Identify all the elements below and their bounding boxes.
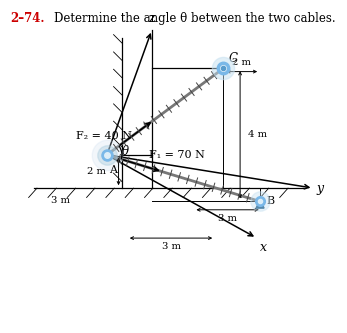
Text: B: B [266,196,274,206]
Text: C: C [228,52,237,65]
Text: 3 m: 3 m [162,242,181,251]
Text: F₂ = 40 N: F₂ = 40 N [76,131,132,141]
Text: x: x [260,241,267,254]
Text: A: A [109,165,117,175]
Text: 4 m: 4 m [248,130,268,140]
Text: z: z [149,12,155,25]
Text: 2–74.: 2–74. [10,12,45,25]
Text: θ: θ [121,145,128,158]
Text: 2 m: 2 m [87,167,107,176]
Text: 3 m: 3 m [218,214,237,223]
Text: F₁ = 70 N: F₁ = 70 N [149,150,205,160]
Text: 3 m: 3 m [51,196,70,205]
Text: 2 m: 2 m [232,58,251,67]
Polygon shape [256,200,264,208]
Text: y: y [317,181,324,195]
Text: Determine the angle θ between the two cables.: Determine the angle θ between the two ca… [54,12,336,25]
